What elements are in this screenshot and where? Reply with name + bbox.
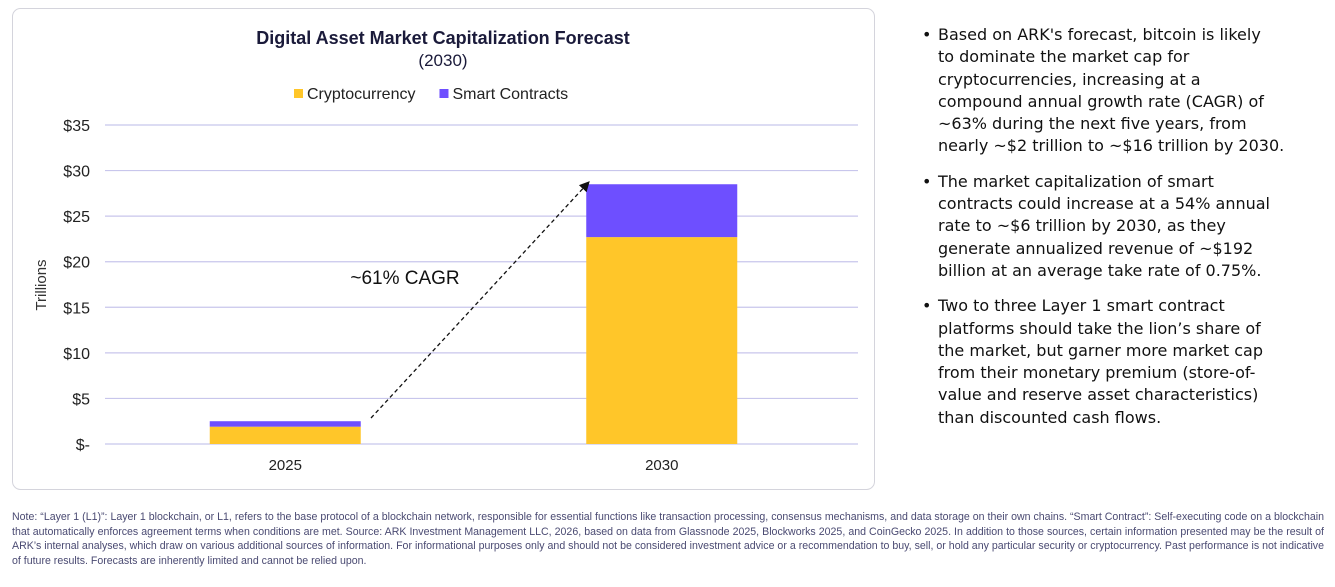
- x-tick-label: 2025: [269, 457, 302, 474]
- legend: Cryptocurrency Smart Contracts: [294, 86, 568, 103]
- chart-title: Digital Asset Market Capitalization Fore…: [256, 28, 629, 48]
- legend-label: Cryptocurrency: [307, 86, 415, 103]
- y-axis-label: Trillions: [33, 259, 50, 310]
- commentary-list: Based on ARK's forecast, bitcoin is like…: [922, 24, 1322, 442]
- bar-cryptocurrency-2025: [209, 426, 361, 444]
- y-tick-label: $30: [63, 164, 90, 181]
- legend-label: Smart Contracts: [452, 86, 568, 103]
- legend-swatch: [294, 89, 303, 98]
- legend-swatch: [439, 89, 449, 98]
- y-tick-labels: $- $5 $10 $15 $20 $25 $30 $35: [63, 118, 90, 454]
- y-tick-label: $15: [63, 300, 90, 317]
- y-tick-label: $20: [63, 255, 90, 272]
- bar-cryptocurrency-2030: [586, 237, 738, 444]
- cagr-annotation: ~61% CAGR: [350, 268, 459, 289]
- y-tick-label: $25: [63, 209, 90, 226]
- x-tick-label: 2030: [645, 457, 678, 474]
- y-tick-label: $-: [76, 437, 90, 454]
- y-tick-label: $35: [63, 118, 90, 135]
- bar-smart-contracts-2030: [586, 184, 738, 238]
- footnote: Note: “Layer 1 (L1)”: Layer 1 blockchain…: [12, 511, 1324, 567]
- y-tick-label: $5: [72, 391, 90, 408]
- bullet-item: Based on ARK's forecast, bitcoin is like…: [922, 24, 1322, 158]
- chart-card: [12, 8, 875, 490]
- y-tick-label: $10: [63, 346, 90, 363]
- chart: Digital Asset Market Capitalization Fore…: [12, 8, 875, 490]
- bullet-item: Two to three Layer 1 smart contract plat…: [922, 295, 1322, 429]
- bullet-item: The market capitalization of smart contr…: [922, 171, 1322, 282]
- x-tick-labels: 2025 2030: [269, 457, 679, 474]
- chart-subtitle: (2030): [418, 51, 467, 70]
- cagr-arrow: [370, 181, 590, 419]
- bars: [209, 184, 738, 444]
- bar-smart-contracts-2025: [209, 421, 361, 427]
